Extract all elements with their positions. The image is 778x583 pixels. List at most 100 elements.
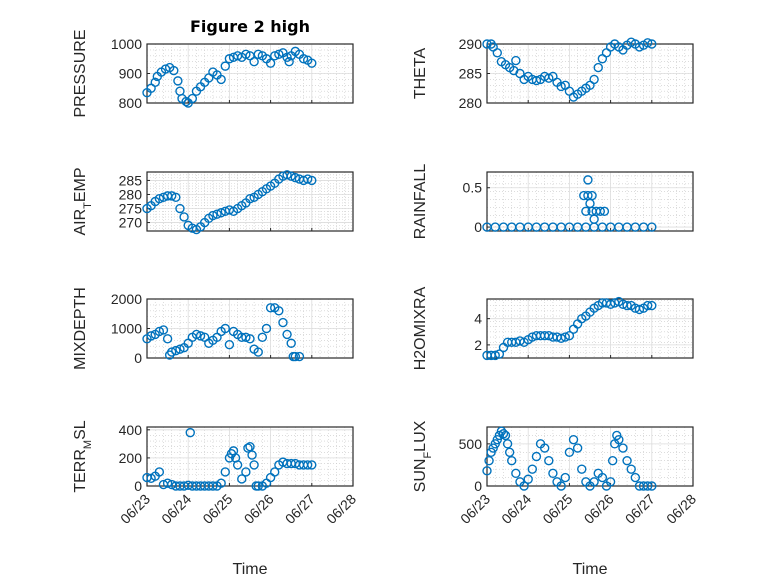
data-point	[282, 329, 292, 340]
data-point	[282, 170, 292, 180]
x-tick-label: 06/27	[622, 491, 658, 527]
data-point	[511, 55, 521, 66]
y-tick-label: 200	[119, 450, 143, 466]
data-point	[167, 191, 177, 201]
data-point	[504, 447, 515, 457]
data-point	[490, 350, 500, 361]
y-tick-label: 285	[459, 66, 483, 82]
data-point	[482, 466, 492, 476]
axes-box	[486, 171, 694, 232]
x-tick-label: 06/23	[117, 491, 153, 527]
subplot-theta: 280 285 290 THETA	[412, 36, 694, 111]
data-point	[539, 443, 550, 453]
y-tick-label: 2	[474, 337, 482, 353]
data-point	[548, 468, 558, 479]
chart-title: Figure 2 high	[190, 17, 310, 36]
data-point	[257, 332, 268, 343]
data-point	[647, 481, 657, 491]
data-point	[302, 460, 313, 470]
y-tick-label: 275	[119, 201, 143, 217]
data-point	[284, 57, 294, 67]
data-point	[241, 467, 251, 477]
data-point	[507, 456, 517, 466]
data-point	[245, 193, 255, 204]
data-point	[191, 329, 202, 340]
data-point	[544, 456, 554, 466]
data-point	[216, 478, 226, 488]
y-tick-label: 500	[459, 436, 483, 452]
data-point	[560, 472, 570, 483]
data-point	[282, 52, 292, 62]
x-tick-label: 06/24	[498, 491, 534, 527]
data-point	[531, 451, 542, 462]
data-point	[642, 38, 653, 48]
data-point	[642, 300, 653, 311]
y-tick-label: 400	[119, 422, 143, 438]
data-point	[162, 334, 173, 344]
data-point	[265, 58, 276, 68]
y-axis-label: SUNFLUX	[412, 420, 434, 492]
data-point	[179, 212, 189, 222]
data-point	[224, 340, 235, 350]
data-point	[581, 206, 591, 217]
data-point	[154, 467, 165, 477]
data-point	[270, 467, 280, 477]
data-point	[208, 481, 218, 491]
data-point	[500, 430, 511, 441]
data-point	[261, 323, 272, 334]
data-point	[253, 347, 263, 357]
axes-box	[146, 426, 354, 487]
data-point	[185, 427, 195, 438]
data-point	[577, 464, 587, 474]
data-point	[167, 347, 177, 357]
subplot-mixdepth: 0 1000 2000 MIXDEPTH	[72, 287, 354, 370]
axes-border	[486, 298, 694, 359]
data-point	[492, 48, 502, 58]
y-axis-label: MIXDEPTH	[72, 287, 89, 370]
data-point	[294, 351, 305, 362]
data-point	[216, 208, 226, 218]
data-point	[154, 326, 165, 337]
data-point	[216, 74, 226, 85]
data-point	[253, 481, 263, 491]
y-axis-label: PRESSURE	[72, 29, 89, 117]
data-point	[560, 332, 570, 342]
data-point	[589, 477, 599, 487]
data-point	[171, 345, 181, 356]
data-point	[307, 58, 317, 68]
data-point	[253, 49, 263, 60]
data-point	[286, 171, 296, 181]
y-tick-label: 900	[119, 66, 143, 82]
data-point	[302, 174, 313, 184]
x-tick-label: 06/28	[663, 491, 699, 527]
data-point	[531, 75, 542, 86]
data-point	[556, 333, 566, 344]
data-point	[274, 49, 284, 60]
data-point	[564, 331, 575, 341]
data-point	[605, 299, 616, 309]
y-axis-label: H2OMIXRA	[412, 286, 429, 370]
data-point	[511, 468, 521, 479]
y-tick-label: 290	[459, 36, 483, 52]
data-point	[162, 478, 173, 488]
data-point	[622, 300, 632, 311]
data-point	[519, 481, 529, 491]
y-tick-label: 800	[119, 95, 143, 111]
data-point	[265, 303, 276, 313]
data-point	[187, 93, 198, 104]
x-tick-label: 06/28	[323, 491, 359, 527]
data-point	[298, 54, 309, 64]
y-axis-label: AIRTEMP	[72, 167, 94, 235]
data-point	[589, 74, 599, 85]
data-point	[150, 77, 160, 88]
data-point	[243, 443, 253, 453]
data-point	[614, 434, 624, 445]
data-point	[307, 175, 317, 186]
data-point	[647, 300, 657, 311]
data-point	[568, 434, 579, 445]
data-point	[494, 349, 505, 359]
data-point	[605, 477, 616, 487]
y-tick-label: 2000	[111, 291, 142, 307]
